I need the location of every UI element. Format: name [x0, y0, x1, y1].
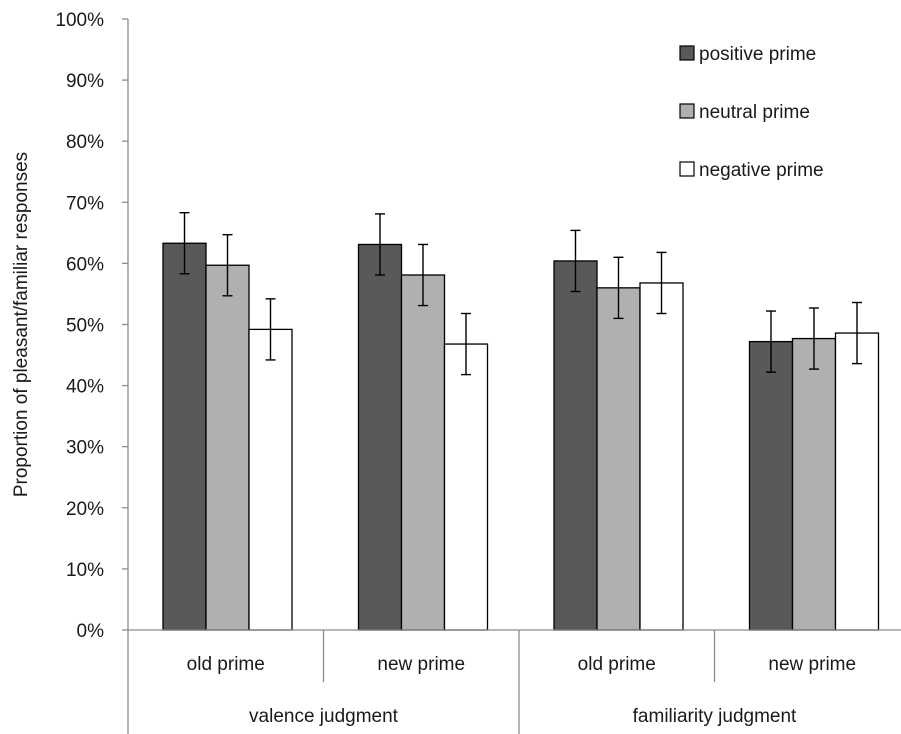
bar: [639, 282, 684, 631]
category-label: new prime: [768, 654, 856, 675]
group-label: valence judgment: [249, 706, 399, 727]
bar: [205, 264, 250, 631]
y-tick-label: 20%: [66, 499, 104, 520]
bars: [162, 211, 880, 631]
category-label: old prime: [187, 654, 265, 675]
y-axis: 0% 10% 20% 30% 40% 50% 60% 70% 80% 90% 100%: [55, 10, 129, 642]
y-tick-label: 40%: [66, 377, 104, 398]
y-tick-label: 80%: [66, 132, 104, 153]
bar: [596, 287, 641, 631]
legend-label: negative prime: [699, 160, 824, 181]
bar: [553, 260, 598, 631]
legend: positive prime neutral prime negative prim…: [679, 44, 824, 181]
y-tick-label: 10%: [66, 560, 104, 581]
y-tick-label: 90%: [66, 71, 104, 92]
category-label: old prime: [578, 654, 656, 675]
group-label: familiarity judgment: [633, 706, 797, 727]
bar: [248, 328, 293, 631]
bar: [791, 337, 837, 631]
legend-swatch: [679, 103, 695, 119]
legend-swatch: [679, 161, 695, 177]
y-tick-label: 0%: [77, 621, 105, 642]
y-tick-label: 100%: [55, 10, 104, 31]
bar: [400, 274, 446, 631]
bar: [834, 332, 880, 631]
y-tick-label: 30%: [66, 438, 104, 459]
y-tick-label: 50%: [66, 316, 104, 337]
legend-label: positive prime: [699, 44, 816, 65]
category-label: new prime: [377, 654, 465, 675]
bar: [748, 340, 794, 631]
y-tick-label: 70%: [66, 193, 104, 214]
y-axis-label: Proportion of pleasant/familiar response…: [11, 152, 32, 497]
legend-label: neutral prime: [699, 102, 810, 123]
legend-swatch: [679, 45, 695, 61]
bar: [443, 343, 489, 631]
bar: [162, 242, 207, 631]
y-tick-label: 60%: [66, 254, 104, 275]
x-axis: old prime new prime old prime new prime vale…: [127, 629, 901, 734]
bar: [357, 243, 403, 631]
